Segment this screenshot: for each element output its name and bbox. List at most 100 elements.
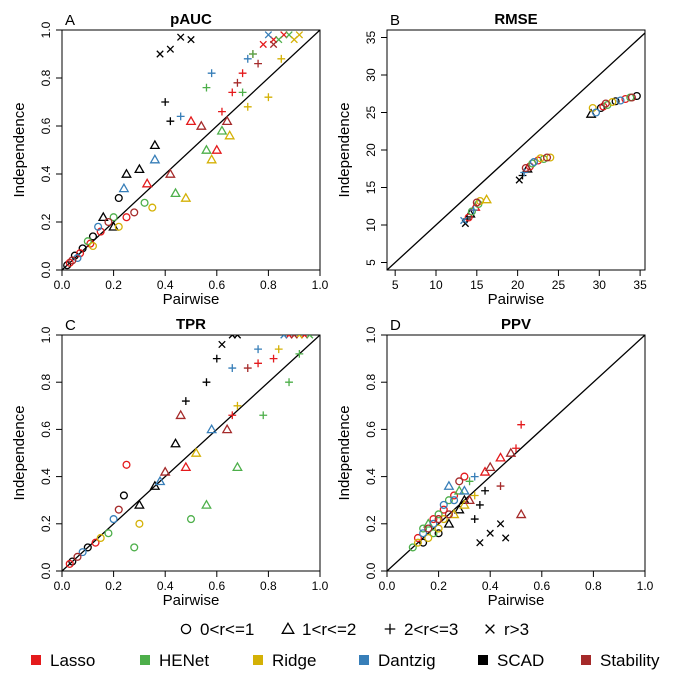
- data-point: [170, 437, 181, 448]
- data-point: [86, 239, 95, 248]
- data-point: [295, 31, 304, 39]
- data-point: [444, 510, 453, 519]
- data-point: [166, 45, 175, 53]
- series-ridge: [413, 491, 479, 547]
- data-point: [450, 491, 459, 500]
- data-point: [130, 208, 139, 217]
- method-legend-label: Ridge: [272, 651, 316, 670]
- x-tick-label: 1.0: [312, 278, 329, 292]
- y-tick-label: 0.6: [364, 421, 378, 438]
- data-point: [269, 40, 278, 49]
- data-point: [460, 216, 468, 225]
- data-point: [479, 466, 491, 476]
- data-point: [443, 518, 455, 528]
- data-point: [114, 193, 123, 203]
- data-point: [439, 505, 448, 514]
- data-point: [176, 33, 185, 41]
- data-point: [180, 192, 192, 202]
- data-point: [419, 538, 428, 547]
- data-point: [201, 144, 212, 154]
- data-point: [542, 153, 552, 162]
- x-tick-label: 0.0: [54, 278, 71, 292]
- method-legend-label: SCAD: [497, 651, 544, 670]
- data-point: [185, 115, 197, 126]
- data-point: [218, 107, 226, 116]
- y-tick-label: 10: [364, 218, 378, 232]
- data-point: [211, 144, 223, 154]
- panel-title: RMSE: [494, 11, 537, 28]
- data-point: [221, 115, 233, 126]
- series-stability: [424, 447, 527, 533]
- series-scad: [63, 33, 195, 270]
- y-axis-label: Independence: [11, 102, 28, 197]
- x-tick-label: 1.0: [312, 579, 329, 593]
- data-point: [464, 494, 475, 505]
- data-points: [460, 91, 641, 228]
- data-points: [65, 335, 314, 568]
- data-point: [161, 98, 170, 106]
- data-point: [439, 515, 448, 524]
- data-point: [515, 176, 523, 184]
- color-swatch: [253, 655, 263, 665]
- shape-legend-label: 1<r<=2: [302, 620, 356, 639]
- data-point: [149, 154, 161, 164]
- data-point: [434, 510, 443, 519]
- data-point: [429, 515, 438, 524]
- method-legend-label: Lasso: [50, 651, 95, 670]
- data-point: [459, 485, 470, 495]
- data-point: [122, 460, 131, 469]
- data-point: [233, 401, 242, 410]
- x-tick-label: 15: [470, 278, 484, 292]
- data-point: [476, 538, 484, 547]
- data-point: [434, 529, 443, 538]
- data-point: [470, 472, 479, 481]
- data-point: [264, 31, 273, 39]
- data-point: [450, 496, 459, 505]
- data-point: [170, 187, 181, 198]
- panel-d: 0.0 0.2 0.4 0.6 0.8 1.0 0.0 0.2 0.4 0.6 0.8 1.0 PPV D…: [336, 316, 654, 609]
- data-point: [68, 256, 77, 265]
- data-point: [65, 258, 74, 267]
- panel-b: 5 10 15 20 25 30 35 5 10 15 20 25 30 35 RMSE B Pairwise I…: [336, 11, 647, 308]
- data-point: [496, 520, 505, 528]
- data-point: [233, 78, 242, 87]
- x-tick-label: 0.4: [482, 579, 499, 593]
- data-point: [149, 480, 161, 490]
- data-point: [216, 125, 228, 135]
- data-point: [520, 168, 529, 177]
- data-point: [501, 534, 510, 542]
- data-point: [546, 153, 555, 162]
- panel-letter: A: [65, 12, 75, 29]
- data-point: [141, 178, 153, 188]
- data-point: [305, 335, 314, 339]
- data-point: [528, 159, 537, 168]
- data-point: [122, 213, 131, 222]
- data-point: [63, 261, 72, 270]
- data-point: [413, 538, 423, 547]
- data-point: [243, 54, 252, 63]
- y-tick-label: 0.0: [39, 261, 53, 278]
- data-point: [224, 130, 236, 140]
- data-point: [83, 237, 92, 246]
- panel-letter: D: [390, 317, 401, 334]
- panel-title: pAUC: [170, 11, 212, 28]
- data-point: [453, 485, 465, 495]
- plot-frame: [386, 334, 646, 572]
- x-axis-label: Pairwise: [488, 592, 545, 609]
- data-point: [459, 494, 470, 505]
- data-point: [517, 420, 526, 429]
- data-point: [470, 515, 479, 523]
- series-stability: [472, 93, 636, 207]
- data-point: [443, 480, 455, 490]
- data-point: [118, 182, 130, 193]
- data-point: [269, 354, 278, 363]
- y-tick-label: 0.6: [39, 117, 53, 134]
- series-dantzig: [78, 335, 288, 557]
- data-point: [228, 364, 237, 372]
- x-tick-label: 20: [511, 278, 525, 292]
- data-point: [455, 477, 464, 486]
- panel-title: PPV: [501, 316, 531, 333]
- data-point: [228, 88, 237, 97]
- data-point: [475, 501, 484, 509]
- data-point: [505, 447, 517, 457]
